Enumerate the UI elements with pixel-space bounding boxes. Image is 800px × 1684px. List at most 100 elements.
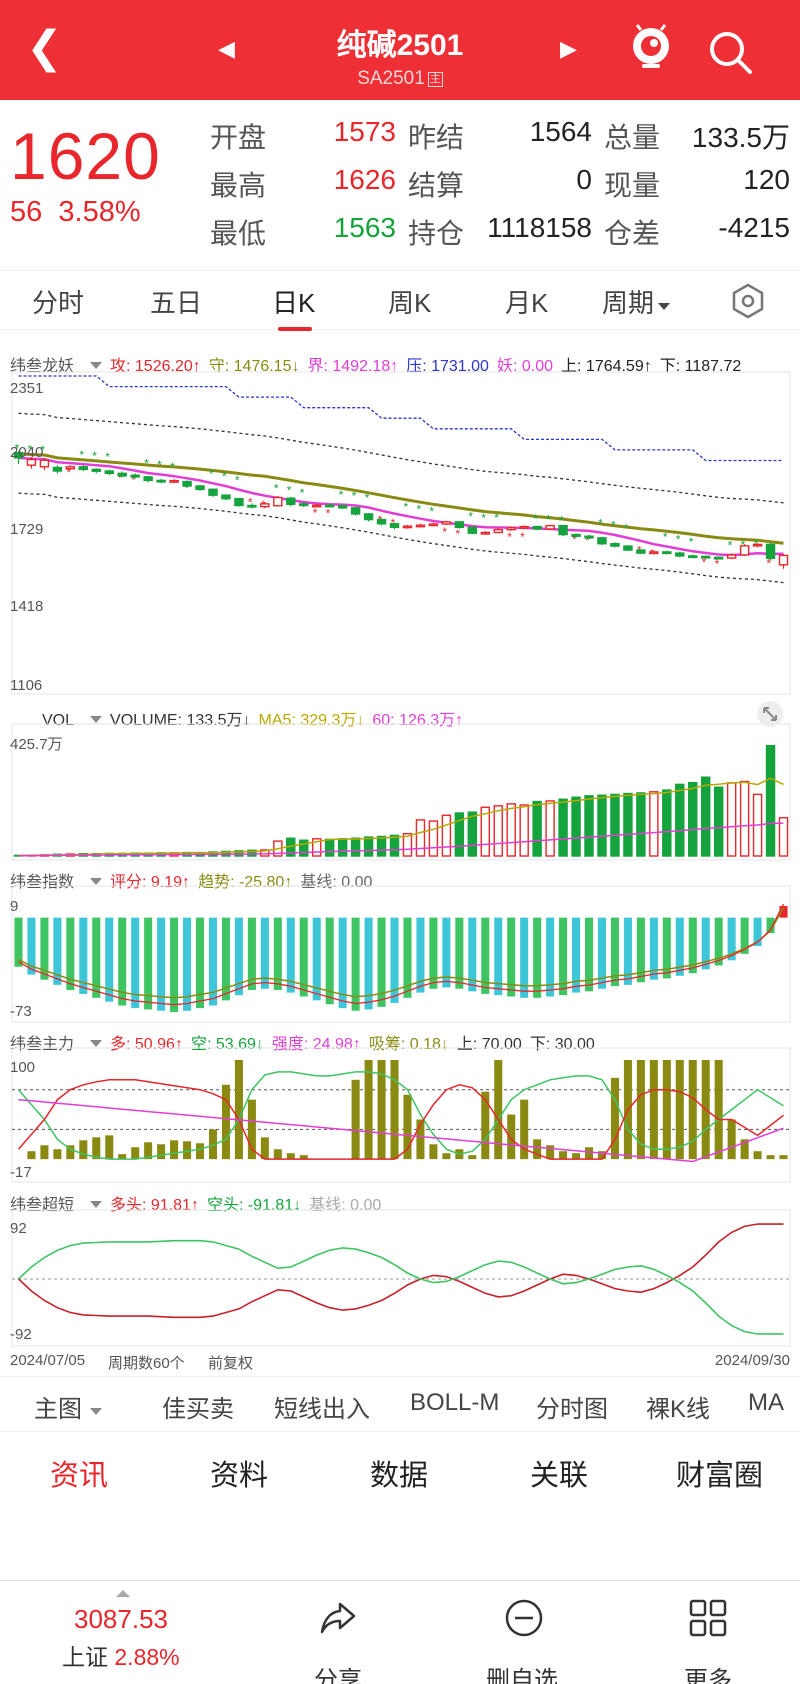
volume-bar [480,806,491,857]
index-bar [429,917,438,989]
indicator-name[interactable]: 纬叁龙妖 [10,358,75,375]
indicator-header-main-force: 纬叁主力 多: 50.96↑ 空: 53.69↓ 强度: 24.98↑ 吸筹: 0.18… [10,1030,603,1054]
main-force-bar [714,1060,723,1160]
tab-weekly-k[interactable]: 周K [388,288,432,318]
candle [700,555,711,559]
y-tick-label: 2351 [10,380,44,397]
upper-value: 上: 1764.59↑ [561,358,652,375]
tool-intraday[interactable]: 分时图 [536,1396,608,1423]
tool-boll-m[interactable]: BOLL-M [410,1389,500,1416]
tool-best-trade[interactable]: 佳买卖 [162,1396,234,1423]
index-bar [753,917,762,947]
press-value: 压: 1731.00 [406,358,489,375]
remove-watchlist-label[interactable]: 删自选 [486,1667,558,1684]
kline-chart[interactable]: * * * * * * * * * * * * * * * * * * * * * * * * * * * * * * * * * * * * * * * *… [0,340,800,1370]
signal-marker: * [403,500,408,514]
remove-watchlist-icon[interactable] [504,1598,544,1638]
oi-diff-label: 仓差 [604,218,661,249]
index-value[interactable]: 3087.53 [74,1604,168,1634]
tool-ma[interactable]: MA [748,1389,784,1416]
candle [597,537,607,545]
main-force-bar [247,1099,256,1160]
signal-marker: * [274,481,279,495]
tab-related[interactable]: 关联 [530,1460,589,1492]
next-contract-icon[interactable]: ▶ [560,36,577,61]
chevron-down-icon[interactable] [90,362,103,369]
index-name: 上证 [62,1644,108,1670]
volume-bar [441,814,452,857]
indicator-toolbar: 主图 佳买卖 短线出入 BOLL-M 分时图 裸K线 MA [0,1376,800,1432]
chevron-down-icon[interactable] [90,1040,103,1047]
tab-monthly-k[interactable]: 月K [505,288,549,318]
signal-marker: * [715,557,720,571]
candle [739,545,750,556]
main-force-bar [79,1140,88,1160]
chevron-down-icon[interactable] [90,1201,103,1208]
back-icon[interactable]: ❮ [26,22,63,73]
index-bar [377,917,386,1007]
volume-bar [415,819,426,857]
main-force-bar [390,1060,399,1160]
volume-bar [584,795,594,857]
main-force-bar [481,1091,490,1160]
index-expand-icon[interactable] [116,1590,130,1597]
index-bar [468,917,477,992]
indicator-name[interactable]: 纬叁指数 [10,874,75,891]
tab-profile[interactable]: 资料 [210,1460,269,1492]
signal-marker: * [365,491,370,505]
index-bar [766,917,775,934]
panel-frame [11,1047,791,1183]
index-bar [27,917,36,975]
more-grid-icon[interactable] [688,1598,728,1638]
tab-news[interactable]: 资讯 [50,1460,109,1492]
candle [91,468,102,472]
main-force-bar [662,1060,671,1160]
index-info[interactable]: 上证 2.88% [62,1638,180,1672]
chevron-down-icon [90,1408,102,1415]
more-label[interactable]: 更多 [684,1667,732,1684]
tab-wealth-circle[interactable]: 财富圈 [676,1460,764,1492]
indicator-name[interactable]: 纬叁主力 [10,1036,75,1053]
expand-icon[interactable] [756,700,784,728]
main-chart-selector[interactable]: 主图 [34,1389,112,1424]
assistant-robot-icon[interactable] [628,24,674,70]
y-tick-label: 2040 [10,444,44,461]
index-bar [649,917,658,980]
y-tick-label: 425.7万 [10,736,63,753]
tab-five-day[interactable]: 五日 [150,288,203,318]
chevron-down-icon[interactable] [90,878,103,885]
main-force-bar [636,1060,645,1160]
main-force-bar [118,1154,127,1160]
signal-marker: * [689,535,694,549]
volume-bar [350,837,361,857]
main-force-bar [727,1119,736,1160]
candle [506,527,516,531]
index-bar [779,906,788,918]
panel-frame [11,885,791,1023]
y-tick-label: 9 [10,898,19,915]
strength-line [18,1098,784,1163]
signal-marker: * [546,513,551,527]
volume-bar [532,800,542,857]
tab-daily-k[interactable]: 日K [272,288,316,318]
prev-contract-icon[interactable]: ◀ [218,36,235,61]
settings-hexagon-icon[interactable] [730,283,766,319]
tool-short-entry[interactable]: 短线出入 [274,1396,370,1423]
index-bar [299,917,308,997]
short-line [17,1239,784,1335]
candle [454,521,465,529]
tool-naked-k[interactable]: 裸K线 [646,1396,711,1423]
indicator-name[interactable]: VOL [42,712,75,729]
main-force-bar [610,1077,619,1160]
low-label: 最低 [210,218,267,249]
chevron-down-icon[interactable] [90,716,103,723]
search-icon[interactable] [706,28,754,76]
tab-intraday[interactable]: 分时 [32,288,85,318]
tab-period[interactable]: 周期 [602,283,680,320]
tab-data[interactable]: 数据 [370,1460,429,1492]
y-tick-label: 1106 [10,677,43,694]
y-tick-label: 1729 [10,521,44,538]
share-label[interactable]: 分享 [314,1667,362,1684]
main-force-bar [442,1153,451,1160]
share-icon[interactable] [318,1598,358,1638]
